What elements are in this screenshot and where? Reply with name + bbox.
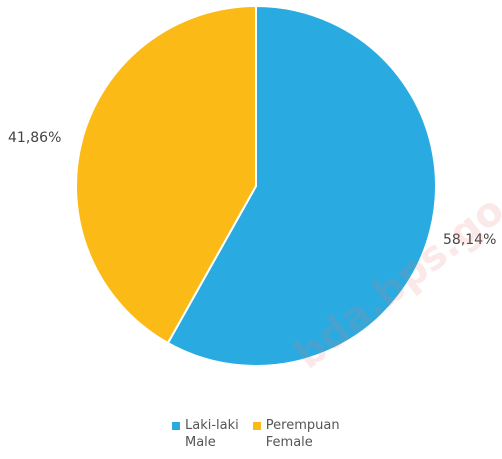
legend-item-female: Perempuan Female bbox=[252, 417, 340, 451]
pie-slice-male bbox=[166, 4, 437, 367]
legend-swatch-female bbox=[252, 422, 261, 430]
legend-label-female-en: Female bbox=[265, 435, 313, 450]
legend-swatch-male bbox=[172, 422, 180, 430]
legend-label-male-en: Male bbox=[185, 435, 216, 450]
legend-label-female: Perempuan bbox=[265, 418, 340, 433]
legend-label-male: Laki-laki bbox=[185, 418, 239, 433]
legend: Laki-laki Male Perempuan Female bbox=[172, 417, 340, 451]
pie-slice-female bbox=[75, 4, 257, 345]
pie-slices bbox=[75, 4, 437, 367]
slice-label-male: 58,14% bbox=[443, 232, 496, 248]
legend-item-male: Laki-laki Male bbox=[172, 417, 239, 451]
legend-text-female: Perempuan Female bbox=[266, 417, 340, 451]
slice-label-female: 41,86% bbox=[8, 130, 61, 146]
legend-text-male: Laki-laki Male bbox=[185, 417, 239, 451]
